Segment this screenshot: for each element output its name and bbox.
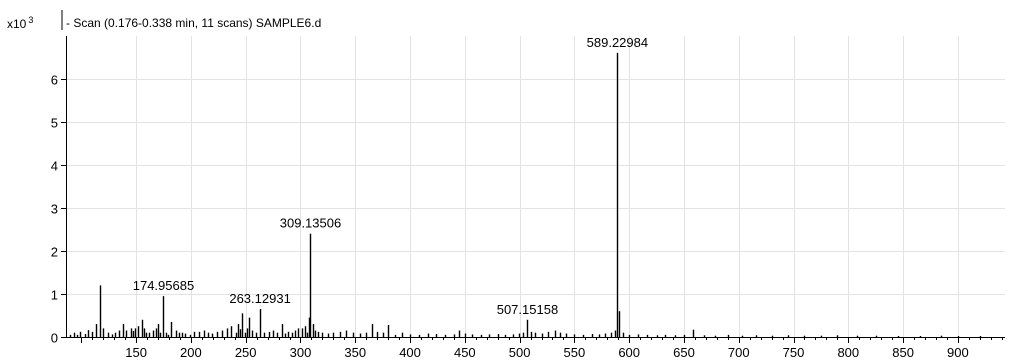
peaks <box>69 52 982 337</box>
x-tick-label: 450 <box>454 345 476 360</box>
y-tick-label: 1 <box>51 288 58 303</box>
peak-label: 309.13506 <box>280 216 341 231</box>
scan-title: - Scan (0.176-0.338 min, 11 scans) SAMPL… <box>66 16 321 30</box>
x-tick-label: 350 <box>344 345 366 360</box>
x-tick-label: 750 <box>783 345 805 360</box>
x-tick-label: 650 <box>673 345 695 360</box>
annotation-labels: 589.22984 309.13506 174.95685 263.12931 507.… <box>133 35 648 317</box>
y-multiplier-exponent: 3 <box>28 15 33 25</box>
x-tick-label: 400 <box>399 345 421 360</box>
x-tick-label: 900 <box>947 345 969 360</box>
x-tick-label: 600 <box>618 345 640 360</box>
x-tick-label: 250 <box>235 345 257 360</box>
chart-header: x10 3 - Scan (0.176-0.338 min, 11 scans) … <box>7 10 321 31</box>
peak-label: 174.95685 <box>133 278 194 293</box>
y-tick-label: 5 <box>51 116 58 131</box>
y-tick-label: 4 <box>51 159 58 174</box>
y-tick-label: 6 <box>51 73 58 88</box>
y-tick-label: 2 <box>51 245 58 260</box>
peak-label: 507.15158 <box>497 302 558 317</box>
grid <box>66 36 1005 337</box>
x-tick-label: 300 <box>290 345 312 360</box>
x-tick-label: 700 <box>728 345 750 360</box>
y-multiplier-base: x10 <box>7 17 27 31</box>
x-tick-label: 550 <box>564 345 586 360</box>
x-tick-label: 500 <box>509 345 531 360</box>
y-multiplier: x10 3 <box>7 15 33 31</box>
tick-labels: 0 1 2 3 4 5 6 150 200 250 300 350 400 450 500 550 600 650… <box>51 73 969 361</box>
peak-label: 589.22984 <box>587 35 648 50</box>
peak-label: 263.12931 <box>229 291 290 306</box>
x-tick-label: 150 <box>125 345 147 360</box>
y-tick-label: 0 <box>51 331 58 346</box>
x-tick-label: 800 <box>837 345 859 360</box>
y-tick-label: 3 <box>51 202 58 217</box>
x-tick-label: 850 <box>892 345 914 360</box>
x-tick-label: 200 <box>180 345 202 360</box>
axes <box>61 36 1005 343</box>
